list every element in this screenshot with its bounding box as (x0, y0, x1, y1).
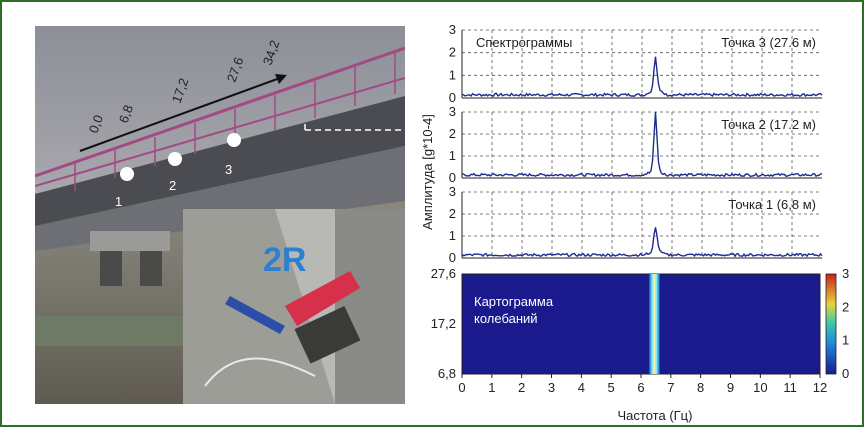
series-line (461, 56, 823, 98)
y-tick-label: 3 (449, 104, 456, 119)
x-tick-label: 7 (667, 380, 674, 395)
y-tick-label: 1 (449, 228, 456, 243)
bridge-photo: 0,0 6,8 17,2 27,6 34,2 1 2 3 2R (35, 26, 405, 404)
x-tick-label: 8 (697, 380, 704, 395)
heatmap-title: Картограмма (474, 294, 554, 309)
series-line (461, 227, 823, 258)
sensor-point (120, 167, 134, 181)
arrow-head (275, 74, 287, 84)
series-label: Точка 1 (6,8 м) (728, 197, 816, 212)
point-label: 1 (115, 194, 122, 209)
heatmap-background (461, 273, 821, 375)
mount-bracket (285, 271, 360, 326)
y-tick-label: 0 (449, 250, 456, 265)
spectrogram-point-3: 3 2 1 0 Точка 3 (27.6 м) Спектрограммы (449, 22, 823, 105)
spectrogram-point-2: 3 2 1 0 Точка 2 (17.2 м) (449, 104, 823, 185)
colorbar-tick-label: 0 (842, 366, 849, 381)
x-tick-label: 11 (783, 380, 797, 395)
bridge-railing (35, 46, 405, 178)
sign-text: 2R (263, 241, 306, 279)
point-label: 2 (169, 178, 176, 193)
bridge-girder (35, 146, 405, 251)
series-label: Точка 3 (27.6 м) (721, 35, 816, 50)
y-tick-label: 2 (449, 206, 456, 221)
x-axis-label: Частота (Гц) (618, 408, 693, 423)
y-tick-label: 6,8 (438, 366, 456, 381)
sensor-inset-photo: 2R (183, 209, 405, 404)
spectrogram-point-1: 3 2 1 0 Точка 1 (6,8 м) (449, 184, 823, 265)
railing-posts (74, 53, 396, 191)
point-label: 3 (225, 162, 232, 177)
distance-label: 6,8 (116, 103, 136, 125)
y-tick-label: 2 (449, 126, 456, 141)
bridge-pier (100, 251, 122, 286)
x-tick-label: 2 (518, 380, 525, 395)
y-tick-label: 27,6 (431, 266, 456, 281)
vibration-cartogram: 27,617,26,80 1 2 3 4 5 6 7 8 9 10 11 12Картограммако… (431, 266, 850, 395)
x-tick-label: 4 (578, 380, 585, 395)
colorbar-tick-label: 1 (842, 333, 849, 348)
x-tick-label: 1 (488, 380, 495, 395)
x-tick-label: 10 (753, 380, 767, 395)
x-tick-label: 12 (813, 380, 827, 395)
y-tick-label: 2 (449, 45, 456, 60)
y-tick-label: 1 (449, 67, 456, 82)
distance-label: 0,0 (86, 113, 106, 135)
y-tick-label: 3 (449, 22, 456, 37)
sensor-cable (204, 357, 316, 387)
heatmap-band-max (653, 274, 656, 374)
bridge-railing-lower (35, 77, 405, 187)
x-tick-label: 0 (458, 380, 465, 395)
bridge-pier-cap (90, 231, 170, 251)
y-tick-label: 3 (449, 184, 456, 199)
x-tick-label: 6 (637, 380, 644, 395)
series-label: Точка 2 (17.2 м) (721, 117, 816, 132)
bridge-deck (35, 96, 405, 226)
y-tick-label: 17,2 (431, 316, 456, 331)
bridge-pier (140, 251, 162, 286)
accelerometer-sensor (294, 305, 361, 364)
river-water (35, 316, 185, 346)
y-axis-label: Амплитуда [g*10-4] (420, 114, 435, 230)
x-tick-label: 9 (727, 380, 734, 395)
x-tick-label: 3 (548, 380, 555, 395)
sensor-point (227, 133, 241, 147)
heatmap-title: колебаний (474, 311, 538, 326)
x-tick-label: 5 (608, 380, 615, 395)
colorbar-tick-label: 3 (842, 266, 849, 281)
sensor-cable-cover (225, 296, 285, 334)
y-tick-label: 0 (449, 90, 456, 105)
sensor-point (168, 152, 182, 166)
chart-title: Спектрограммы (476, 35, 572, 50)
series-line (461, 112, 823, 178)
y-tick-label: 1 (449, 148, 456, 163)
distance-arrow (79, 77, 281, 152)
colorbar (825, 273, 837, 375)
colorbar-tick-label: 2 (842, 299, 849, 314)
y-tick-label: 0 (449, 170, 456, 185)
